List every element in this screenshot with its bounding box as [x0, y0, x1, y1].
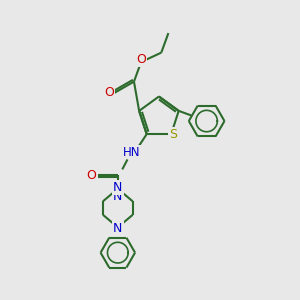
- Text: O: O: [136, 52, 146, 66]
- Text: N: N: [113, 181, 122, 194]
- Text: O: O: [104, 86, 114, 99]
- Text: O: O: [87, 169, 97, 182]
- Text: S: S: [169, 128, 177, 141]
- Text: N: N: [113, 222, 122, 236]
- Text: HN: HN: [123, 146, 141, 158]
- Text: N: N: [113, 190, 122, 203]
